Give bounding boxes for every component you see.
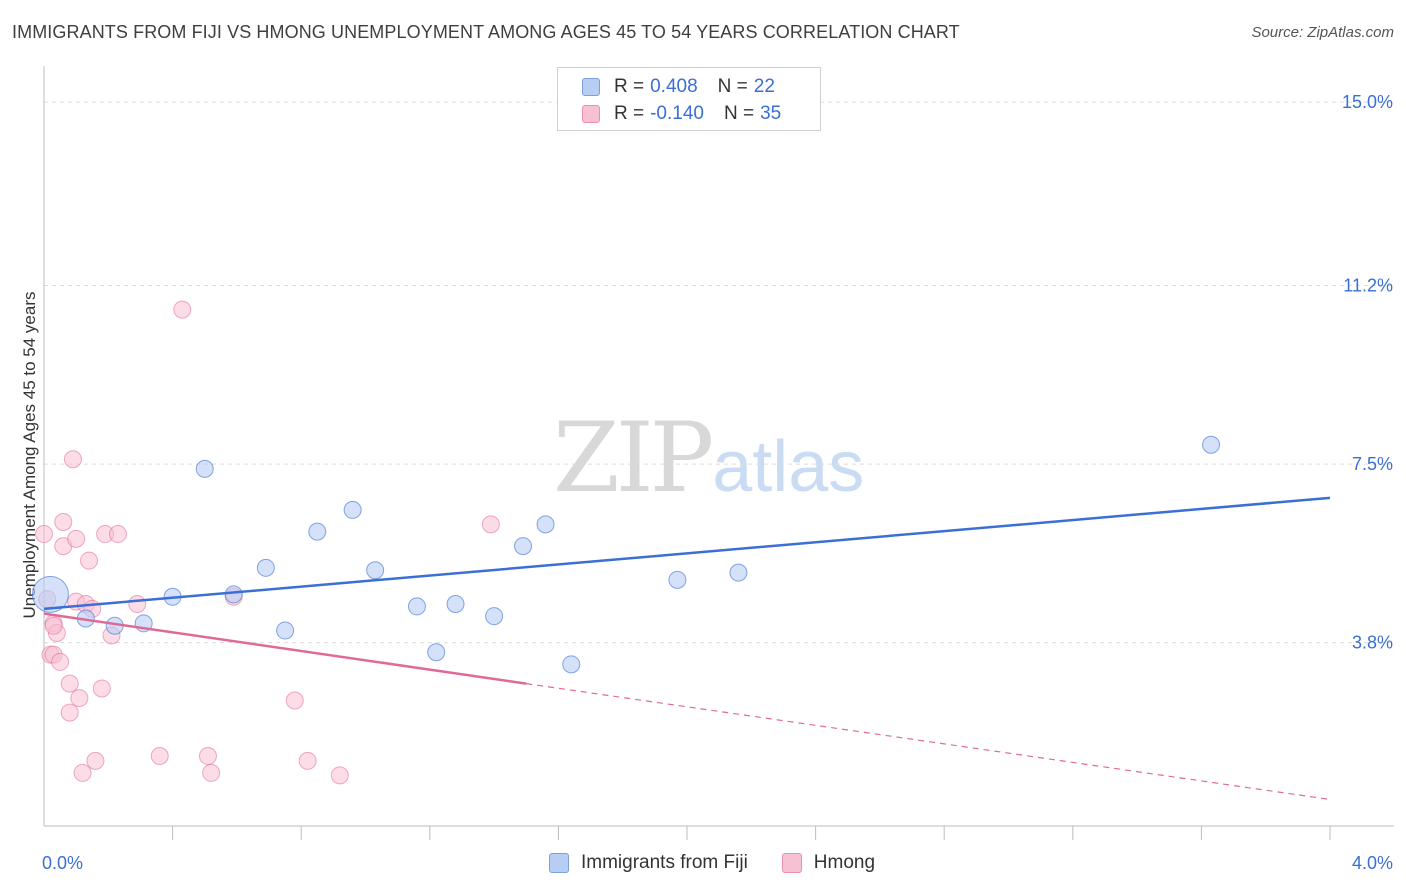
- hmong-point: [86, 751, 105, 770]
- hmong-point: [63, 450, 82, 469]
- r-label: R =: [614, 76, 645, 97]
- fiji-point: [514, 537, 533, 556]
- hmong-point: [173, 300, 192, 319]
- hmong-point: [150, 747, 169, 766]
- n-label: N =: [717, 76, 748, 97]
- r-value: 0.408: [650, 76, 698, 97]
- legend-item-hmong: Hmong: [781, 852, 876, 874]
- hmong-point: [51, 652, 70, 671]
- hmong-point: [285, 691, 304, 710]
- stats-legend-row-fiji: R = 0.408 N = 22: [582, 74, 775, 100]
- stats-legend-row-hmong: R = -0.140 N = 35: [582, 101, 781, 127]
- fiji-point: [729, 563, 748, 582]
- hmong-point: [73, 763, 92, 782]
- hmong-point: [60, 703, 79, 722]
- fiji-legend-swatch: [549, 853, 569, 873]
- r-label: R =: [614, 103, 645, 124]
- x-tick-label-end: 4.0%: [1352, 853, 1393, 873]
- source-label: Source: ZipAtlas.com: [1251, 24, 1394, 41]
- hmong-point: [198, 747, 217, 766]
- y-tick-label: 7.5%: [1352, 454, 1393, 474]
- hmong-point: [128, 595, 147, 614]
- hmong-point: [108, 525, 127, 544]
- hmong-point: [70, 689, 89, 708]
- fiji-point: [536, 515, 555, 534]
- fiji-point: [485, 607, 504, 626]
- n-label: N =: [723, 103, 755, 124]
- fiji-point: [195, 459, 214, 478]
- fiji-point: [31, 575, 69, 613]
- fiji-point: [668, 570, 687, 589]
- x-tick-label-start: 0.0%: [42, 853, 83, 873]
- n-value: 22: [753, 76, 775, 97]
- legend-label-fiji: Immigrants from Fiji: [581, 852, 748, 873]
- watermark-zip: ZIP: [553, 402, 714, 514]
- fiji-point: [276, 621, 295, 640]
- fiji-point: [256, 558, 275, 577]
- hmong-swatch: [582, 105, 600, 123]
- n-value: 35: [760, 103, 782, 124]
- r-value: -0.140: [650, 103, 704, 124]
- legend-item-fiji: Immigrants from Fiji: [549, 852, 748, 874]
- fiji-point: [366, 561, 385, 580]
- hmong-point: [330, 766, 349, 785]
- fiji-point: [1202, 435, 1221, 454]
- fiji-point: [343, 500, 362, 519]
- fiji-point: [308, 522, 327, 541]
- fiji-point: [446, 595, 465, 614]
- fiji-point: [224, 585, 243, 604]
- chart-title: IMMIGRANTS FROM FIJI VS HMONG UNEMPLOYME…: [12, 22, 960, 42]
- fiji-point: [427, 643, 446, 662]
- fiji-point: [562, 655, 581, 674]
- hmong-point: [35, 525, 53, 544]
- hmong-point: [481, 515, 500, 534]
- fiji-trend-line: [43, 496, 1331, 611]
- hmong-trend-line: [43, 612, 527, 685]
- series-legend: Immigrants from Fiji Hmong: [549, 852, 909, 874]
- hmong-legend-swatch: [781, 853, 802, 873]
- hmong-point: [67, 529, 86, 548]
- watermark: ZIPatlas: [553, 402, 864, 514]
- hmong-point: [44, 616, 63, 635]
- hmong-point: [54, 512, 73, 531]
- hmong-point: [298, 751, 317, 770]
- fiji-swatch: [582, 78, 600, 96]
- legend-label-hmong: Hmong: [813, 852, 876, 873]
- fiji-point: [407, 597, 426, 616]
- watermark-atlas: atlas: [712, 427, 865, 507]
- hmong-point: [80, 551, 99, 570]
- y-tick-label: 15.0%: [1342, 92, 1393, 112]
- hmong-trend-extension: [526, 683, 1331, 801]
- stats-legend: R = 0.408 N = 22 R = -0.140 N = 35: [557, 67, 821, 131]
- y-tick-label: 3.8%: [1352, 633, 1393, 653]
- hmong-point: [60, 674, 79, 693]
- hmong-point: [202, 763, 221, 782]
- hmong-point: [92, 679, 111, 698]
- y-tick-label: 11.2%: [1343, 276, 1393, 296]
